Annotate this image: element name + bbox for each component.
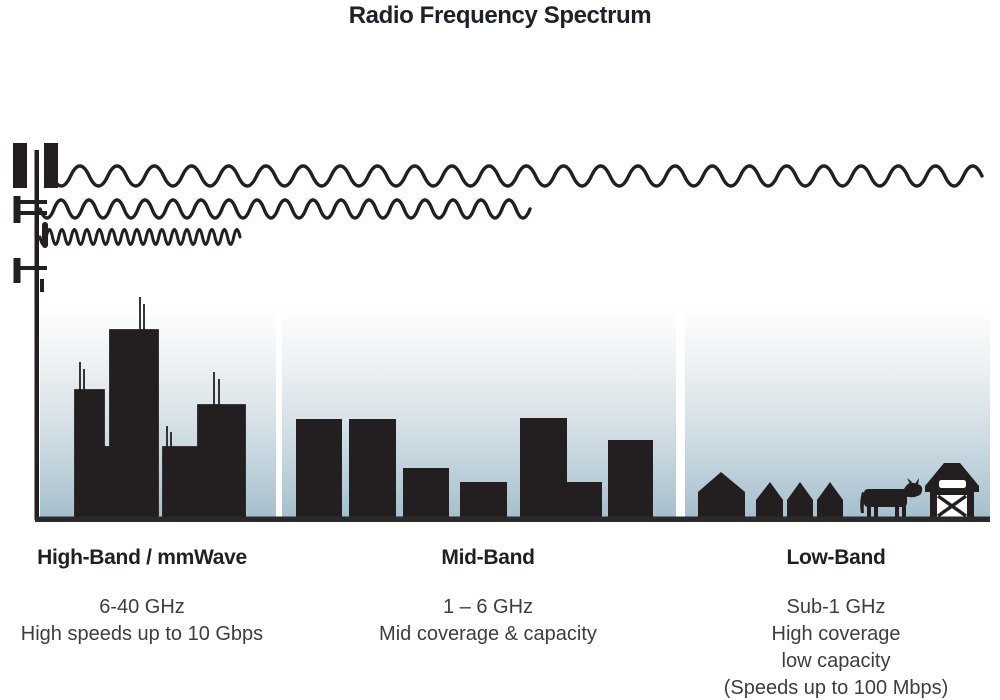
page-title: Radio Frequency Spectrum — [348, 2, 652, 29]
high-band-description: High speeds up to 10 Gbps — [20, 623, 264, 645]
high-band-wave-icon — [38, 228, 242, 246]
low-band-wave-icon — [50, 164, 984, 188]
mid-band-frequency: 1 – 6 GHz — [442, 596, 534, 618]
cow-icon — [860, 478, 923, 518]
low-band-heading: Low-Band — [786, 546, 886, 569]
mid-band-heading: Mid-Band — [441, 546, 535, 569]
low-band-coverage: High coverage — [771, 623, 901, 645]
mid-band-caption: Mid-Band 1 – 6 GHz Mid coverage & capaci… — [358, 546, 618, 648]
low-band-speed: (Speeds up to 100 Mbps) — [723, 677, 949, 699]
low-band-capacity: low capacity — [781, 650, 891, 672]
mid-band-description: Mid coverage & capacity — [379, 623, 597, 645]
mid-band-wave-icon — [38, 198, 532, 220]
high-band-frequency: 6-40 GHz — [99, 596, 185, 618]
midrise-buildings-icon — [296, 418, 653, 518]
high-band-caption: High-Band / mmWave 6-40 GHz High speeds … — [12, 546, 272, 648]
low-band-frequency: Sub-1 GHz — [786, 596, 886, 618]
barn-icon — [925, 463, 979, 518]
suburb-houses-icon — [698, 472, 843, 518]
cell-tower-icon — [13, 143, 58, 520]
ground-line — [35, 516, 990, 522]
high-band-heading: High-Band / mmWave — [37, 546, 247, 569]
city-skyline-icon — [74, 297, 246, 519]
low-band-caption: Low-Band Sub-1 GHz High coverage low cap… — [706, 546, 966, 700]
